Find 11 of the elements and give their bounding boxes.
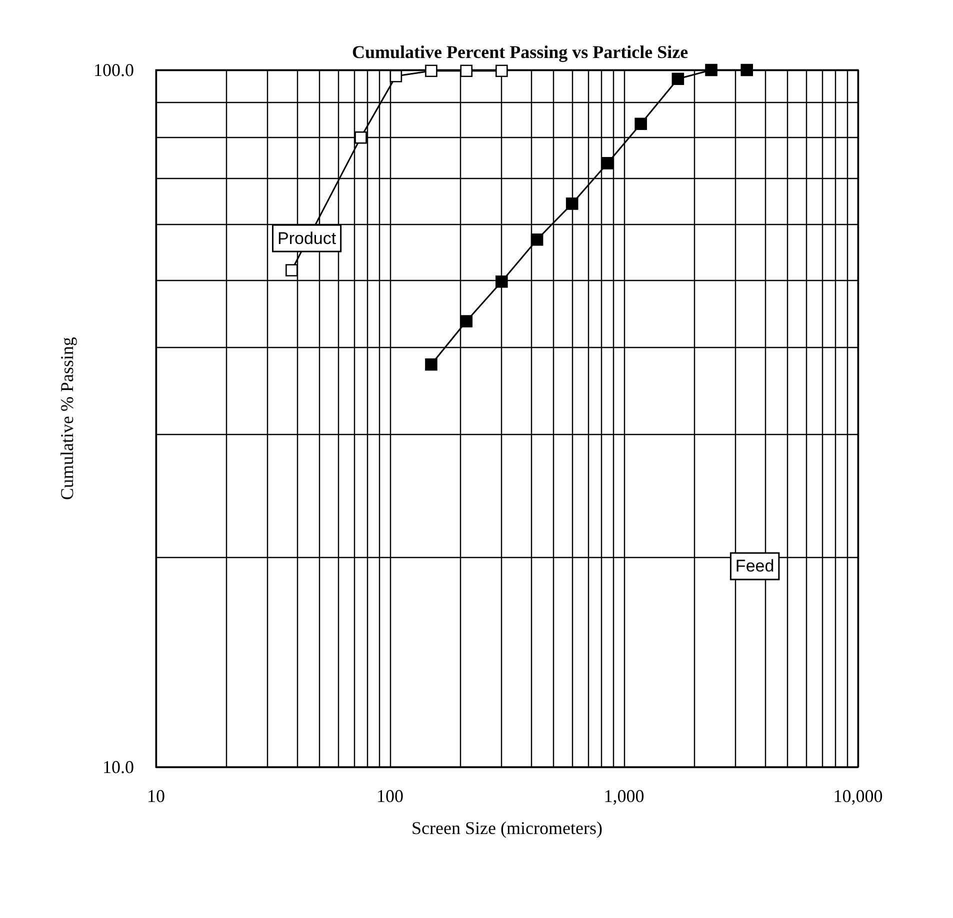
y-axis-title: Cumulative % Passing [57,337,77,500]
x-tick-label: 1,000 [604,786,644,806]
x-tick-label: 10 [147,786,165,806]
y-tick-label: 100.0 [94,60,134,80]
series-label: Product [277,228,336,248]
y-tick-label: 10.0 [102,757,134,777]
x-tick-label: 10,000 [833,786,883,806]
x-tick-label: 100 [376,786,404,806]
chart-title: Cumulative Percent Passing vs Particle Size [352,42,688,62]
text: Feed [735,556,774,576]
x-axis-title: Screen Size (micrometers) [412,818,602,838]
